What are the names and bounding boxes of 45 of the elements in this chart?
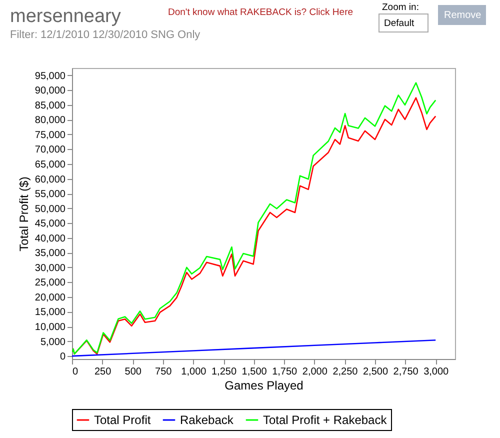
line-series bbox=[72, 339, 436, 357]
y-tick-label: 0 bbox=[60, 352, 66, 363]
x-tick-label: 750 bbox=[155, 366, 172, 378]
y-tick-label: 60,000 bbox=[34, 174, 66, 186]
x-axis-title: Games Played bbox=[224, 378, 304, 392]
x-tick-label: 1,000 bbox=[181, 366, 207, 378]
text: Default bbox=[384, 18, 414, 29]
x-tick-label: 2,750 bbox=[393, 366, 419, 378]
y-tick-label: 75,000 bbox=[34, 130, 66, 141]
legend-label: Rakeback bbox=[180, 413, 234, 427]
y-tick-label: 95,000 bbox=[34, 70, 66, 82]
text: Don't know what RAKEBACK is? Click Here bbox=[168, 7, 354, 18]
y-tick-label: 5,000 bbox=[40, 336, 66, 348]
x-tick-label: 1,500 bbox=[242, 366, 268, 378]
x-tick-label: 0 bbox=[72, 366, 78, 378]
x-tick-label: 1,750 bbox=[272, 366, 298, 378]
y-axis-title: Total Profit ($) bbox=[16, 176, 31, 252]
legend-label: Total Profit + Rakeback bbox=[263, 413, 388, 427]
y-tick-label: 20,000 bbox=[34, 292, 66, 304]
x-tick-label: 250 bbox=[94, 366, 112, 378]
text: Zoom in: bbox=[382, 2, 419, 13]
legend-label: Total Profit bbox=[94, 413, 152, 427]
y-tick-label: 50,000 bbox=[34, 204, 66, 215]
x-tick-label: 3,000 bbox=[424, 366, 450, 378]
y-tick-label: 85,000 bbox=[34, 100, 66, 112]
x-tick-label: 1,250 bbox=[211, 366, 237, 378]
text: Remove bbox=[444, 10, 482, 21]
chart-title: mersenneary bbox=[10, 6, 122, 27]
x-tick-label: 2,000 bbox=[302, 366, 328, 378]
x-tick-label: 500 bbox=[124, 366, 142, 378]
y-tick-label: 35,000 bbox=[34, 248, 66, 260]
y-tick-label: 45,000 bbox=[34, 218, 66, 230]
y-tick-label: 80,000 bbox=[34, 115, 66, 126]
y-tick-label: 30,000 bbox=[34, 262, 66, 274]
y-tick-label: 65,000 bbox=[34, 160, 66, 171]
y-tick-label: 40,000 bbox=[34, 233, 66, 244]
y-tick-label: 15,000 bbox=[34, 307, 66, 318]
x-tick-label: 2,500 bbox=[362, 366, 388, 378]
y-tick-label: 10,000 bbox=[34, 322, 66, 334]
x-tick-label: 2,250 bbox=[332, 366, 358, 378]
y-tick-label: 55,000 bbox=[34, 189, 66, 200]
y-tick-label: 90,000 bbox=[34, 86, 66, 97]
chart-subtitle: Filter: 12/1/2010 12/30/2010 SNG Only bbox=[10, 29, 201, 41]
y-tick-label: 70,000 bbox=[34, 144, 66, 156]
y-tick-label: 25,000 bbox=[34, 278, 66, 289]
